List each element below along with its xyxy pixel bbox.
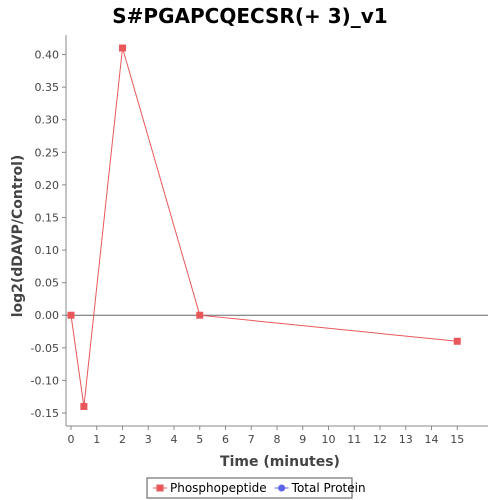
x-tick-label: 7 (248, 433, 255, 446)
y-tick-label: -0.05 (31, 342, 59, 355)
data-point (80, 402, 88, 410)
x-tick-label: 2 (119, 433, 126, 446)
data-point (67, 311, 75, 319)
y-tick-label: 0.20 (35, 179, 60, 192)
x-tick-label: 4 (171, 433, 178, 446)
y-tick-label: 0.30 (35, 114, 60, 127)
legend-label: Phosphopeptide (170, 481, 267, 495)
x-tick-label: 10 (322, 433, 336, 446)
x-tick-label: 13 (399, 433, 413, 446)
legend: Phosphopeptide Total Protein (146, 477, 366, 499)
legend-marker-square (156, 484, 164, 492)
x-tick-label: 6 (222, 433, 229, 446)
series-line-phosphopeptide (70, 47, 458, 407)
x-tick-label: 3 (145, 433, 152, 446)
chart-title: S#PGAPCQECSR(+ 3)_v1 (112, 4, 387, 28)
y-tick-label: 0.35 (35, 81, 60, 94)
x-tick-label: 15 (450, 433, 464, 446)
x-tick-label: 8 (274, 433, 281, 446)
x-tick-label: 12 (373, 433, 387, 446)
x-tick-label: 5 (196, 433, 203, 446)
data-point (196, 311, 204, 319)
x-axis-label: Time (minutes) (220, 454, 340, 470)
y-axis-label: log2(dDAVP/Control) (10, 155, 26, 318)
data-point (453, 337, 461, 345)
data-point (119, 44, 126, 52)
x-tick-label: 9 (299, 433, 306, 446)
x-tick-label: 14 (425, 433, 439, 446)
x-tick-label: 0 (68, 433, 75, 446)
y-tick-label: 0.40 (35, 49, 60, 62)
y-tick-label: 0.25 (35, 146, 60, 159)
y-tick-label: -0.15 (31, 407, 59, 420)
y-tick-label: 0.05 (35, 277, 60, 290)
x-tick-label: 1 (93, 433, 100, 446)
y-tick-label: 0.00 (35, 309, 60, 322)
y-tick-label: -0.10 (31, 374, 59, 387)
legend-label: Total Protein (291, 481, 366, 495)
x-tick-label: 11 (347, 433, 361, 446)
plot-area: -0.15 -0.10 -0.05 0.00 0.05 0.10 0.15 0.20 0.25 0… (31, 35, 488, 446)
legend-marker-circle (278, 484, 286, 492)
y-tick-label: 0.10 (35, 244, 60, 257)
legend-box (146, 477, 353, 499)
y-tick-label: 0.15 (35, 211, 60, 224)
